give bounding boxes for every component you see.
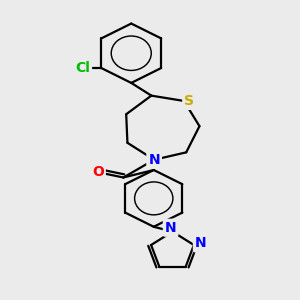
Text: N: N	[195, 236, 206, 250]
Text: N: N	[165, 221, 176, 235]
Text: Cl: Cl	[75, 61, 90, 75]
Text: N: N	[148, 153, 160, 167]
Text: S: S	[184, 94, 194, 108]
Text: O: O	[92, 165, 104, 179]
